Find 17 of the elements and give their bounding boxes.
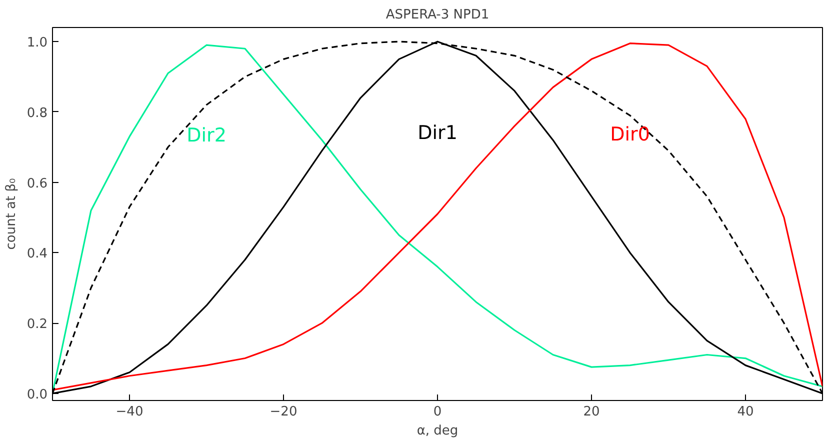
text: Dir0 <box>610 123 650 146</box>
y-tick-label: 0.4 <box>26 246 48 262</box>
y-axis-title: count at β₀ <box>4 178 19 250</box>
x-axis-title: α, deg <box>416 424 458 438</box>
x-tick-label: −40 <box>116 404 144 420</box>
y-tick-label: 1.0 <box>26 36 48 51</box>
y-tick-label: 0.8 <box>26 106 48 121</box>
y-tick-label: 0.6 <box>26 176 48 192</box>
x-tick-label: 20 <box>583 404 600 420</box>
y-tick-label: 0.0 <box>26 387 48 402</box>
x-tick-label: −20 <box>270 404 298 420</box>
x-tick-label: 0 <box>433 404 442 420</box>
x-tick-label: 40 <box>737 404 754 420</box>
text: Dir2 <box>186 124 226 147</box>
text: Dir1 <box>418 122 458 144</box>
chart-title: ASPERA-3 NPD1 <box>386 8 490 22</box>
y-tick-label: 0.2 <box>26 317 48 332</box>
